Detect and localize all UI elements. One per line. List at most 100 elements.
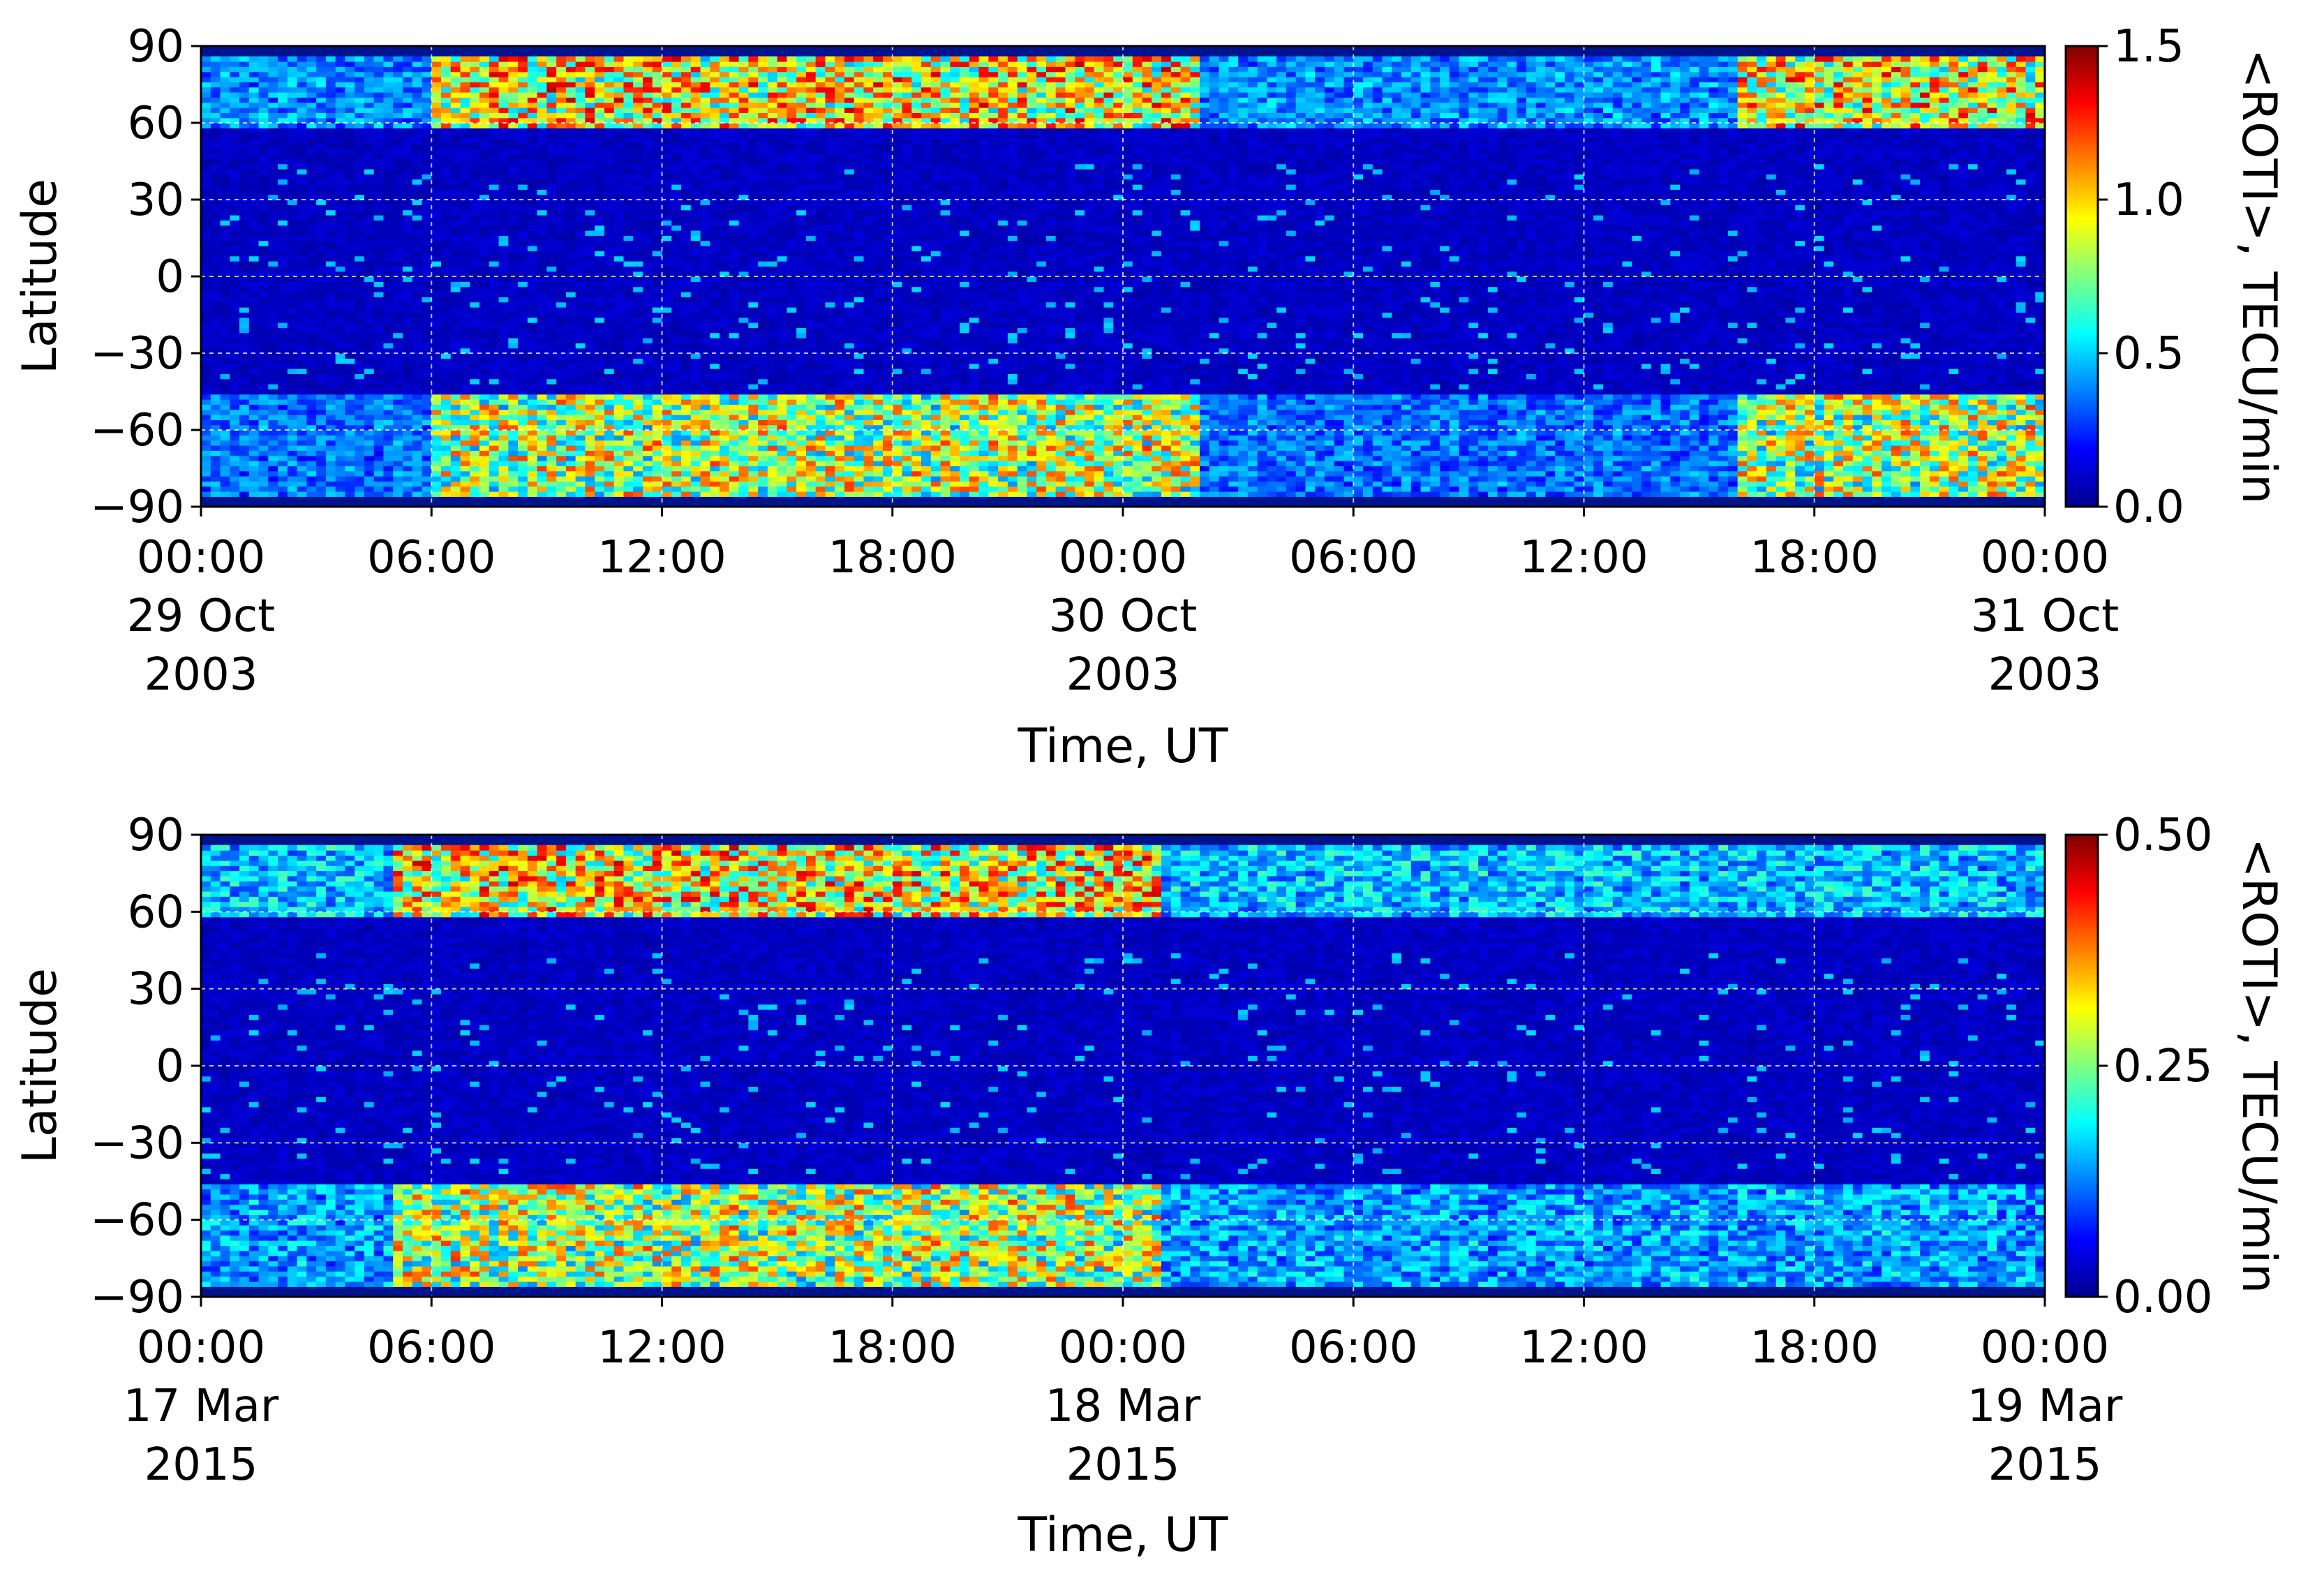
- heatmap-cell: [288, 389, 297, 394]
- heatmap-cell: [249, 200, 259, 205]
- heatmap-cell: [306, 461, 316, 466]
- heatmap-cell: [278, 415, 288, 420]
- heatmap-cell: [336, 189, 345, 195]
- heatmap-cell: [249, 97, 259, 103]
- heatmap-cell: [336, 486, 345, 492]
- heatmap-cell: [268, 164, 278, 170]
- heatmap-cell: [336, 292, 345, 297]
- heatmap-cell: [297, 471, 307, 477]
- heatmap-cell: [288, 410, 297, 415]
- heatmap-cell: [249, 327, 259, 333]
- heatmap-cell: [326, 123, 336, 128]
- heatmap-cell: [211, 158, 221, 164]
- heatmap-cell: [278, 205, 288, 210]
- heatmap-cell: [306, 205, 316, 210]
- heatmap-cell: [230, 138, 239, 144]
- heatmap-cell: [249, 297, 259, 302]
- heatmap-cell: [336, 384, 345, 389]
- heatmap-cell: [316, 486, 326, 492]
- heatmap-cell: [268, 276, 278, 282]
- heatmap-cell: [239, 133, 249, 139]
- heatmap-cell: [259, 57, 269, 62]
- heatmap-cell: [259, 128, 269, 133]
- heatmap-cell: [326, 430, 336, 436]
- heatmap-cell: [336, 179, 345, 185]
- heatmap-cell: [316, 189, 326, 195]
- heatmap-cell: [259, 251, 269, 256]
- heatmap-cell: [201, 103, 211, 108]
- heatmap-cell: [201, 430, 211, 436]
- heatmap-cell: [211, 266, 221, 272]
- heatmap-cell: [249, 66, 259, 72]
- heatmap-cell: [239, 353, 249, 359]
- heatmap-cell: [297, 456, 307, 461]
- heatmap-cell: [345, 430, 355, 436]
- heatmap-cell: [306, 491, 316, 497]
- heatmap-cell: [326, 72, 336, 77]
- heatmap-cell: [239, 461, 249, 466]
- heatmap-cell: [297, 72, 307, 77]
- heatmap-cell: [326, 399, 336, 405]
- heatmap-cell: [288, 450, 297, 456]
- heatmap-cell: [249, 430, 259, 436]
- heatmap-cell: [316, 476, 326, 482]
- heatmap-cell: [297, 440, 307, 446]
- heatmap-cell: [211, 246, 221, 251]
- heatmap-cell: [268, 435, 278, 440]
- heatmap-cell: [230, 461, 239, 466]
- heatmap-cell: [278, 235, 288, 241]
- heatmap-cell: [316, 77, 326, 82]
- heatmap-cell: [211, 461, 221, 466]
- heatmap-cell: [306, 82, 316, 87]
- heatmap-cell: [288, 241, 297, 246]
- heatmap-cell: [306, 353, 316, 359]
- heatmap-cell: [326, 225, 336, 231]
- heatmap-cell: [211, 384, 221, 389]
- heatmap-cell: [278, 481, 288, 486]
- heatmap-cell: [345, 333, 355, 339]
- heatmap-cell: [259, 133, 269, 139]
- heatmap-cell: [268, 445, 278, 451]
- heatmap-cell: [326, 57, 336, 62]
- heatmap-cell: [259, 276, 269, 282]
- heatmap-cell: [306, 302, 316, 308]
- heatmap-cell: [278, 246, 288, 251]
- heatmap-cell: [336, 394, 345, 400]
- heatmap-cell: [230, 297, 239, 302]
- heatmap-cell: [297, 143, 307, 149]
- heatmap-cell: [306, 133, 316, 139]
- heatmap-cell: [316, 220, 326, 225]
- heatmap-cell: [336, 256, 345, 262]
- heatmap-cell: [249, 241, 259, 246]
- heatmap-cell: [221, 107, 230, 113]
- heatmap-cell: [297, 476, 307, 482]
- heatmap-cell: [345, 476, 355, 482]
- heatmap-cell: [306, 251, 316, 256]
- heatmap-cell: [259, 158, 269, 164]
- heatmap-cell: [336, 149, 345, 154]
- heatmap-cell: [326, 389, 336, 394]
- heatmap-cell: [316, 103, 326, 108]
- heatmap-cell: [297, 82, 307, 87]
- heatmap-cell: [249, 123, 259, 128]
- heatmap-cell: [297, 154, 307, 159]
- heatmap-cell: [211, 287, 221, 292]
- heatmap-cell: [278, 476, 288, 482]
- heatmap-cell: [230, 220, 239, 225]
- heatmap-cell: [326, 456, 336, 461]
- heatmap-cell: [278, 364, 288, 369]
- heatmap-cell: [268, 57, 278, 62]
- heatmap-cell: [278, 210, 288, 216]
- heatmap-cell: [201, 389, 211, 394]
- heatmap-cell: [306, 292, 316, 297]
- heatmap-cell: [201, 281, 211, 287]
- heatmap-cell: [211, 379, 221, 385]
- heatmap-cell: [336, 435, 345, 440]
- heatmap-cell: [268, 138, 278, 144]
- heatmap-cell: [297, 369, 307, 374]
- heatmap-cell: [288, 123, 297, 128]
- heatmap-cell: [278, 333, 288, 339]
- heatmap-cell: [278, 179, 288, 185]
- heatmap-cell: [268, 410, 278, 415]
- heatmap-cell: [211, 369, 221, 374]
